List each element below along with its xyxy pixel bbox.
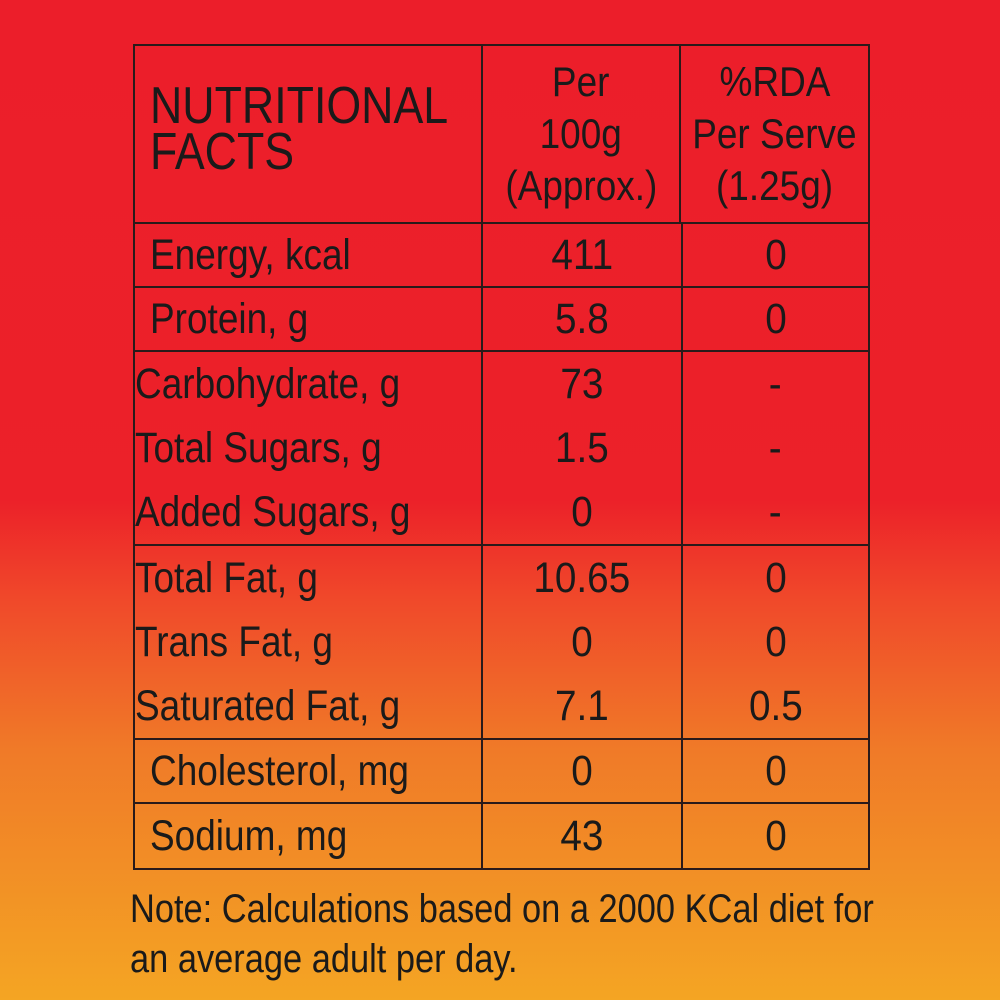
carb-group-per100g: 73 1.5 0	[483, 352, 683, 544]
table-row-carbohydrate-group: Carbohydrate, g Total Sugars, g Added Su…	[135, 352, 868, 546]
nutrient-name: Saturated Fat, g	[135, 682, 401, 730]
header-rda-line-3: (1.25g)	[716, 162, 834, 209]
rda-value: 0	[764, 554, 787, 602]
header-rda-line-2: Per Serve	[692, 110, 857, 157]
nutrient-name: Energy, kcal	[150, 231, 351, 279]
nutrient-name: Total Fat, g	[135, 554, 318, 602]
table-row-sodium: Sodium, mg 43 0	[135, 804, 868, 868]
fat-group-rda: 0 0 0.5	[683, 546, 868, 738]
nutrient-name: Total Sugars, g	[135, 424, 382, 472]
rda-value: 0	[764, 295, 787, 343]
rda-value: 0	[764, 231, 787, 279]
per100g-value: 0	[571, 618, 593, 666]
header-rda-cell: %RDA Per Serve (1.25g)	[681, 46, 868, 222]
per100g-value: 73	[560, 360, 604, 408]
per100g-value: 43	[560, 812, 604, 860]
nutrient-name: Cholesterol, mg	[150, 747, 409, 795]
nutrient-name: Trans Fat, g	[135, 618, 333, 666]
per100g-value: 411	[551, 231, 613, 279]
per100g-value: 10.65	[533, 554, 631, 602]
per100g-value: 1.5	[555, 424, 609, 472]
header-title-line-1: NUTRITIONAL	[150, 77, 449, 135]
rda-value: 0	[764, 812, 787, 860]
nutrient-name: Carbohydrate, g	[135, 360, 401, 408]
carb-group-names: Carbohydrate, g Total Sugars, g Added Su…	[135, 352, 483, 544]
header-per100g-line-1: Per	[552, 58, 610, 105]
rda-value: 0	[764, 618, 787, 666]
footnote-line-2: an average adult per day.	[130, 937, 518, 981]
nutrient-name: Sodium, mg	[150, 812, 348, 860]
table-row-cholesterol: Cholesterol, mg 0 0	[135, 740, 868, 804]
per100g-value: 0	[571, 488, 593, 536]
table-row-energy: Energy, kcal 411 0	[135, 224, 868, 288]
rda-value: 0	[764, 747, 787, 795]
nutrient-name: Protein, g	[150, 295, 309, 343]
rda-value: -	[769, 360, 782, 408]
header-per100g-cell: Per 100g (Approx.)	[483, 46, 682, 222]
rda-value: -	[769, 488, 782, 536]
table-row-protein: Protein, g 5.8 0	[135, 288, 868, 352]
per100g-value: 7.1	[555, 682, 609, 730]
per100g-value: 5.8	[555, 295, 609, 343]
fat-group-per100g: 10.65 0 7.1	[483, 546, 683, 738]
header-title-line-2: FACTS	[150, 123, 295, 181]
carb-group-rda: - - -	[683, 352, 868, 544]
rda-value: 0.5	[748, 682, 803, 730]
header-rda-line-1: %RDA	[719, 58, 831, 105]
nutrition-facts-table: NUTRITIONAL FACTS Per 100g (Approx.) %RD…	[133, 44, 870, 870]
nutrient-name: Added Sugars, g	[135, 488, 411, 536]
rda-value: -	[769, 424, 782, 472]
header-per100g-line-3: (Approx.)	[505, 162, 658, 209]
table-header-row: NUTRITIONAL FACTS Per 100g (Approx.) %RD…	[135, 46, 868, 224]
footnote: Note: Calculations based on a 2000 KCal …	[130, 884, 874, 984]
header-per100g-line-2: 100g	[540, 110, 623, 157]
per100g-value: 0	[571, 747, 593, 795]
table-row-fat-group: Total Fat, g Trans Fat, g Saturated Fat,…	[135, 546, 868, 740]
footnote-line-1: Note: Calculations based on a 2000 KCal …	[130, 887, 874, 931]
fat-group-names: Total Fat, g Trans Fat, g Saturated Fat,…	[135, 546, 483, 738]
header-title-cell: NUTRITIONAL FACTS	[135, 46, 483, 222]
